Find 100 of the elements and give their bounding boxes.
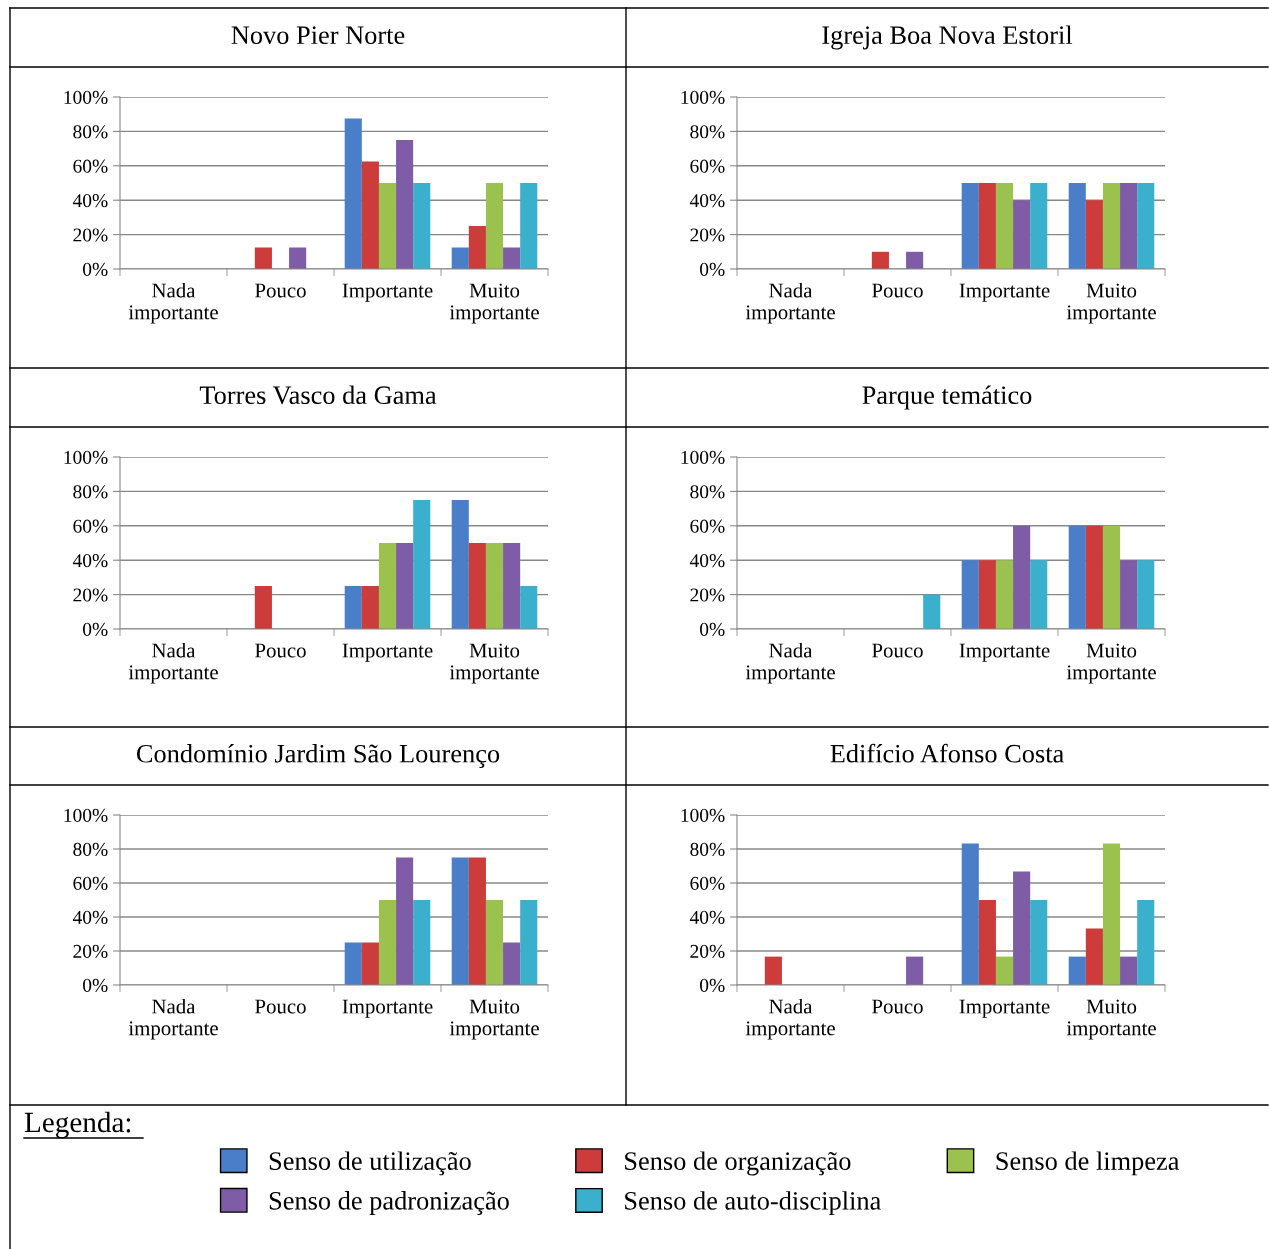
y-tick-label: 40%	[689, 194, 725, 208]
legend-label: Senso de padronização	[269, 1191, 509, 1216]
y-tick-label: 0%	[700, 978, 725, 992]
bar	[978, 560, 996, 629]
y-tick-label: 20%	[73, 944, 108, 958]
x-tick-label: Importante	[959, 283, 1050, 302]
bar	[520, 900, 538, 985]
bar	[1013, 525, 1031, 629]
bar	[485, 900, 504, 985]
bar	[1013, 871, 1031, 985]
x-tick-label: Importante	[342, 643, 433, 662]
bar	[361, 161, 379, 269]
y-tick-label: 100%	[681, 450, 725, 464]
bar	[361, 586, 379, 629]
x-tick-label: Nada importante	[128, 642, 218, 684]
bar	[906, 956, 924, 985]
bar	[468, 543, 486, 629]
bar	[451, 500, 469, 629]
bar	[485, 183, 504, 269]
y-tick-label: 100%	[681, 808, 725, 822]
x-tick-label: Nada importante	[128, 282, 218, 324]
y-tick-label: 80%	[73, 842, 108, 856]
bar	[1068, 956, 1086, 985]
y-tick-label: 100%	[64, 90, 108, 104]
x-tick-label: Importante	[959, 643, 1050, 662]
y-tick-label: 40%	[72, 554, 108, 568]
bar	[396, 543, 414, 629]
bar	[1102, 843, 1121, 985]
bar	[413, 183, 431, 269]
bar	[413, 500, 431, 629]
bar	[1085, 928, 1103, 985]
y-tick-label: 40%	[72, 910, 108, 924]
bar	[344, 586, 362, 629]
bar	[451, 857, 469, 985]
bar	[1137, 560, 1155, 629]
x-tick-label: Pouco	[872, 283, 923, 298]
legend-label: Senso de limpeza	[996, 1151, 1180, 1176]
bar	[961, 560, 979, 629]
x-tick-label: Pouco	[872, 999, 923, 1014]
y-tick-label: 40%	[72, 194, 108, 208]
bar	[764, 956, 782, 985]
x-tick-label: Importante	[959, 999, 1050, 1018]
x-tick-label: Nada importante	[745, 998, 835, 1040]
bar	[396, 857, 414, 985]
legend-label: Senso de auto-disciplina	[625, 1191, 881, 1216]
legend-label: Senso de utilização	[269, 1151, 471, 1176]
bar	[451, 247, 469, 269]
y-tick-label: 60%	[690, 519, 725, 533]
x-tick-label: Muito importante	[449, 643, 539, 684]
x-tick-label: Nada importante	[745, 282, 835, 324]
y-tick-label: 60%	[690, 159, 725, 173]
bar	[396, 140, 414, 269]
bar	[254, 586, 272, 629]
y-tick-label: 0%	[83, 978, 108, 992]
x-tick-label: Muito importante	[449, 999, 539, 1040]
bar	[1102, 183, 1121, 269]
bar	[1068, 525, 1086, 629]
x-tick-label: Muito importante	[1066, 999, 1156, 1040]
bar	[1030, 900, 1048, 985]
x-tick-label: Pouco	[255, 643, 306, 658]
y-tick-label: 20%	[690, 588, 725, 602]
y-tick-label: 80%	[690, 125, 725, 139]
x-tick-label: Pouco	[255, 283, 306, 298]
y-tick-label: 100%	[64, 808, 108, 822]
y-tick-label: 80%	[73, 125, 108, 139]
y-tick-label: 0%	[83, 262, 108, 276]
y-tick-label: 40%	[689, 554, 725, 568]
bar	[361, 942, 379, 985]
bar	[1085, 525, 1103, 629]
bar	[1102, 525, 1121, 629]
y-tick-label: 60%	[690, 876, 725, 890]
bar	[923, 594, 941, 629]
bar	[289, 247, 307, 269]
bar	[254, 247, 272, 269]
bar	[871, 251, 889, 269]
bar	[961, 183, 979, 269]
bar	[995, 956, 1014, 985]
legend-label: Senso de organização	[625, 1151, 851, 1176]
bar	[485, 543, 504, 629]
bar	[1137, 183, 1155, 269]
y-tick-label: 80%	[690, 842, 725, 856]
chart-title: Condomínio Jardim São Lourenço	[136, 744, 500, 768]
bar	[503, 942, 521, 985]
chart-title: Novo Pier Norte	[231, 26, 405, 45]
chart-title: Igreja Boa Nova Estoril	[822, 25, 1073, 50]
y-tick-label: 80%	[690, 485, 725, 499]
legend-title: Legenda:	[24, 1111, 131, 1139]
x-tick-label: Importante	[342, 999, 433, 1018]
bar	[1137, 900, 1155, 985]
bar	[978, 183, 996, 269]
bar	[468, 226, 486, 269]
y-tick-label: 0%	[700, 622, 725, 636]
bar	[468, 857, 486, 985]
bar	[1068, 183, 1086, 269]
bar	[344, 118, 362, 269]
bar	[503, 247, 521, 269]
y-tick-label: 20%	[690, 944, 725, 958]
x-tick-label: Muito importante	[1066, 643, 1156, 684]
bar	[995, 183, 1014, 269]
chart-title: Torres Vasco da Gama	[199, 385, 437, 405]
